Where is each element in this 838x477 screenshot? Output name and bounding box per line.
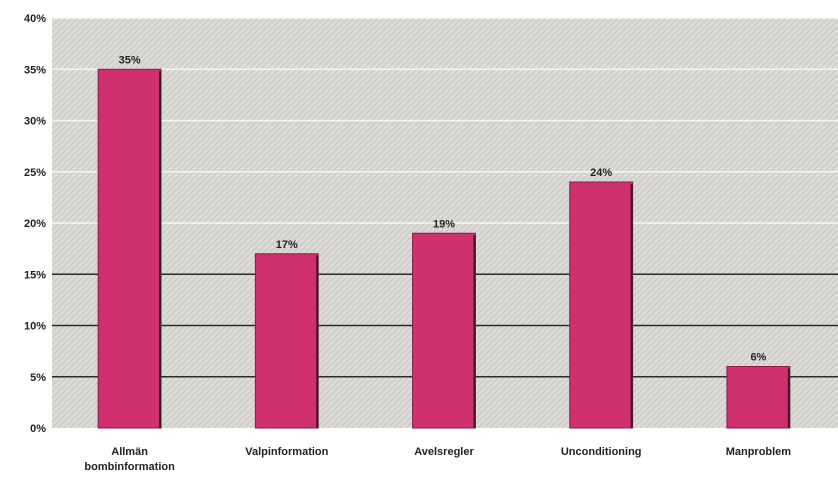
x-tick-label: Manproblem [726,446,792,458]
bar-shadow [787,368,790,428]
bar-shadow [630,184,633,428]
y-tick-label: 30% [24,116,46,128]
bar [97,68,162,429]
x-tick-label: Avelsregler [414,446,474,458]
data-label: 24% [590,167,612,179]
bar [254,253,319,429]
y-tick-label: 40% [24,13,46,25]
bar-shadow [473,235,476,428]
data-labels: 35% 17% 19% 24% 6% [119,54,767,363]
bar-shadow [316,255,319,428]
y-tick-label: 5% [30,372,46,384]
bars [97,68,791,429]
bar [726,366,791,429]
y-tick-label: 10% [24,321,46,333]
data-label: 35% [119,54,141,66]
data-label: 19% [433,218,455,230]
y-tick-label: 0% [30,423,46,435]
y-tick-label: 25% [24,167,46,179]
bar [569,181,634,429]
y-axis: 0% 5% 10% 15% 20% 25% 30% 35% 40% [24,13,46,435]
bar [412,232,476,429]
x-tick-label: Allmän bombinformation [84,446,175,473]
data-label: 17% [276,239,298,251]
x-tick-label: Valpinformation [245,446,328,458]
y-tick-label: 35% [24,64,46,76]
y-tick-label: 15% [24,269,46,281]
x-tick-label: Unconditioning [561,446,642,458]
data-label: 6% [750,352,766,364]
bar-shadow [159,71,162,428]
x-axis-labels: Allmän bombinformation Valpinformation Avel… [84,446,791,473]
y-tick-label: 20% [24,218,46,230]
